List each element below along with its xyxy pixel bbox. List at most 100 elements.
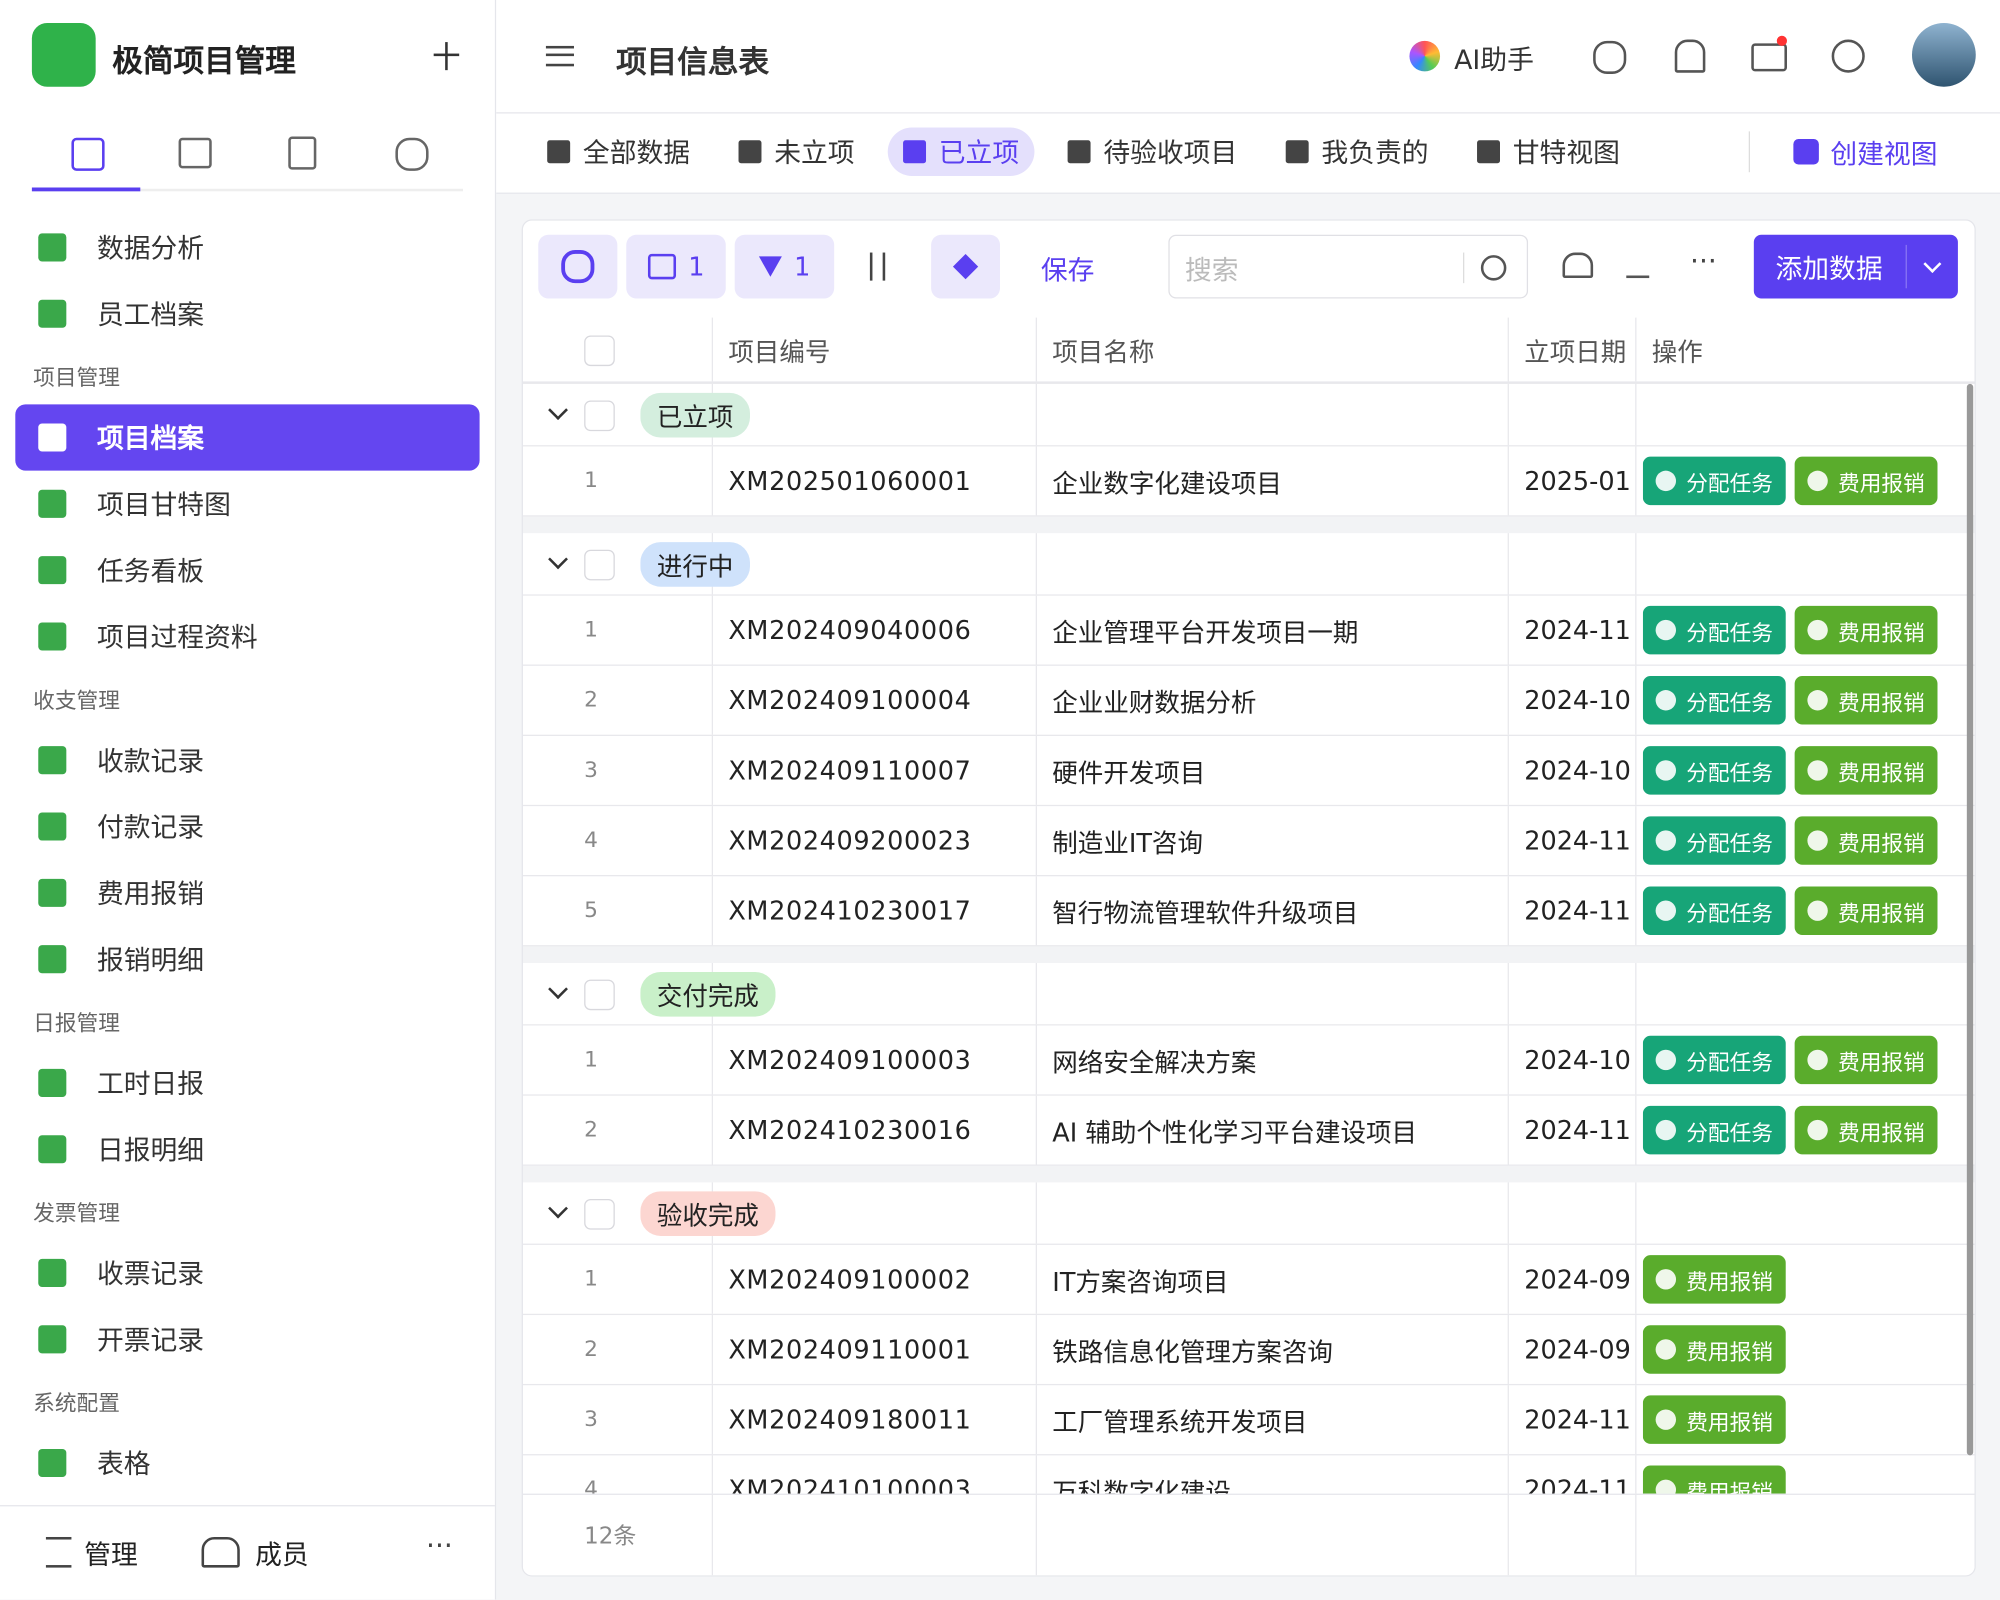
action-button[interactable]: 分配任务 [1642,676,1786,725]
action-label[interactable]: 费用报销 [1838,760,1925,787]
nav-item[interactable]: 日报明细 [15,1116,479,1182]
select-all[interactable] [584,335,615,367]
action-button[interactable]: 分配任务 [1642,746,1786,795]
members-link[interactable]: 成员 [255,1539,309,1571]
action-label[interactable]: 费用报销 [1838,1050,1925,1076]
nav-item[interactable]: 项目过程资料 [15,603,479,669]
view-label[interactable]: 待验收项目 [1103,137,1238,169]
nav-item[interactable]: 任务看板 [15,537,479,603]
nav-label[interactable]: 任务看板 [96,556,205,587]
view-tab[interactable]: 已立项 [887,127,1035,177]
nav-label[interactable]: 项目过程资料 [96,622,258,654]
nav-item[interactable]: 开票记录 [15,1306,479,1372]
nav-label[interactable]: 日报明细 [96,1135,205,1166]
save[interactable]: 保存 [1040,255,1095,286]
members-icon[interactable] [201,1536,240,1568]
action-label[interactable]: 费用报销 [1686,1269,1773,1296]
action-label[interactable]: 费用报销 [1838,690,1925,717]
ai-icon[interactable] [1409,40,1441,72]
view-label[interactable]: 我负责的 [1321,137,1429,169]
view-tab[interactable]: 待验收项目 [1052,128,1252,176]
home-tab[interactable] [71,137,105,171]
action-button[interactable]: 费用报销 [1642,1325,1786,1374]
view-tab[interactable]: 全部数据 [532,128,705,176]
nav-label[interactable]: 付款记录 [96,812,205,844]
nav-item[interactable]: 付款记录 [15,793,479,859]
nav-label[interactable]: 员工档案 [96,299,205,331]
view-tab[interactable]: 未立项 [723,128,870,176]
help[interactable] [1831,39,1865,73]
nav-label[interactable]: 报销明细 [96,945,205,976]
nav-item[interactable]: 收票记录 [15,1240,479,1306]
upload[interactable] [1562,252,1594,279]
create-view[interactable]: 创建视图 [1830,139,1938,170]
nav-item[interactable]: 数据分析 [15,214,479,280]
nav-item[interactable]: 表格 [15,1430,479,1496]
flow-tab[interactable] [395,137,429,171]
nav-item[interactable]: 工时日报 [15,1050,479,1116]
create-icon[interactable] [1793,139,1819,165]
view-tab[interactable]: 我负责的 [1270,128,1443,176]
inbox[interactable] [1751,43,1787,72]
nav-label[interactable]: 数据分析 [96,233,205,265]
action-label[interactable]: 费用报销 [1686,1339,1773,1366]
nav-label[interactable]: 开票记录 [96,1325,205,1356]
action-label[interactable]: 费用报销 [1838,830,1925,857]
sort[interactable] [869,252,873,281]
filter[interactable]: 1 [734,234,835,299]
page-title[interactable]: 项目信息表 [616,44,770,81]
more[interactable]: ··· [426,1530,453,1563]
nav-item[interactable]: 收款记录 [15,727,479,793]
action-button[interactable]: 分配任务 [1642,605,1786,655]
nav-label[interactable]: 工时日报 [96,1068,205,1100]
action-button[interactable]: 费用报销 [1794,886,1938,935]
nav-item[interactable]: 项目档案 [15,404,480,471]
view-label[interactable]: 甘特视图 [1512,137,1620,169]
ai-assistant[interactable]: AI助手 [1454,44,1534,76]
action-button[interactable]: 分配任务 [1642,886,1786,935]
group-checkbox[interactable] [584,1198,615,1230]
nav-label[interactable]: 表格 [96,1448,151,1480]
action-label[interactable]: 费用报销 [1838,620,1925,647]
nav-label[interactable]: 费用报销 [96,878,205,910]
nav-label[interactable]: 项目甘特图 [96,489,231,521]
search-placeholder[interactable]: 搜索 [1184,255,1239,286]
action-button[interactable]: 费用报销 [1642,1395,1786,1444]
action-button[interactable]: 费用报销 [1642,1255,1786,1304]
settings[interactable] [538,234,618,299]
action-button[interactable]: 费用报销 [1794,605,1938,655]
notifications[interactable] [1674,39,1706,73]
action-button[interactable]: 费用报销 [1794,1035,1938,1085]
manage-link[interactable]: 管理 [84,1539,138,1571]
view-label[interactable]: 已立项 [938,137,1020,169]
nav-item[interactable]: 员工档案 [15,281,479,347]
doc-tab[interactable] [288,136,317,170]
nav-item[interactable]: 报销明细 [15,926,479,992]
action-button[interactable]: 费用报销 [1794,1105,1938,1155]
fields[interactable]: 1 [626,234,726,299]
manage-icon[interactable] [45,1536,72,1568]
view-tab[interactable]: 甘特视图 [1462,128,1635,176]
action-label[interactable]: 分配任务 [1686,901,1773,927]
nav-item[interactable]: 费用报销 [15,860,479,926]
action-label[interactable]: 分配任务 [1686,690,1773,717]
nav-label[interactable]: 收款记录 [96,746,205,777]
collapse[interactable] [548,979,568,1000]
table-tab[interactable] [178,137,212,169]
action-button[interactable]: 费用报销 [1794,456,1938,506]
action-label[interactable]: 分配任务 [1686,830,1773,857]
action-button[interactable]: 费用报销 [1794,746,1938,795]
action-label[interactable]: 费用报销 [1686,1410,1773,1436]
action-label[interactable]: 分配任务 [1686,1050,1773,1076]
collapse[interactable] [548,549,568,570]
sort[interactable] [882,252,886,281]
add-button[interactable] [1753,234,1958,299]
action-label[interactable]: 费用报销 [1838,471,1925,497]
collapse[interactable] [548,1198,568,1219]
group-checkbox[interactable] [584,979,615,1011]
nav-label[interactable]: 收票记录 [96,1258,205,1290]
action-button[interactable]: 费用报销 [1794,676,1938,725]
more[interactable]: ··· [1690,246,1717,279]
avatar[interactable] [1911,22,1976,87]
action-button[interactable]: 分配任务 [1642,1035,1786,1085]
